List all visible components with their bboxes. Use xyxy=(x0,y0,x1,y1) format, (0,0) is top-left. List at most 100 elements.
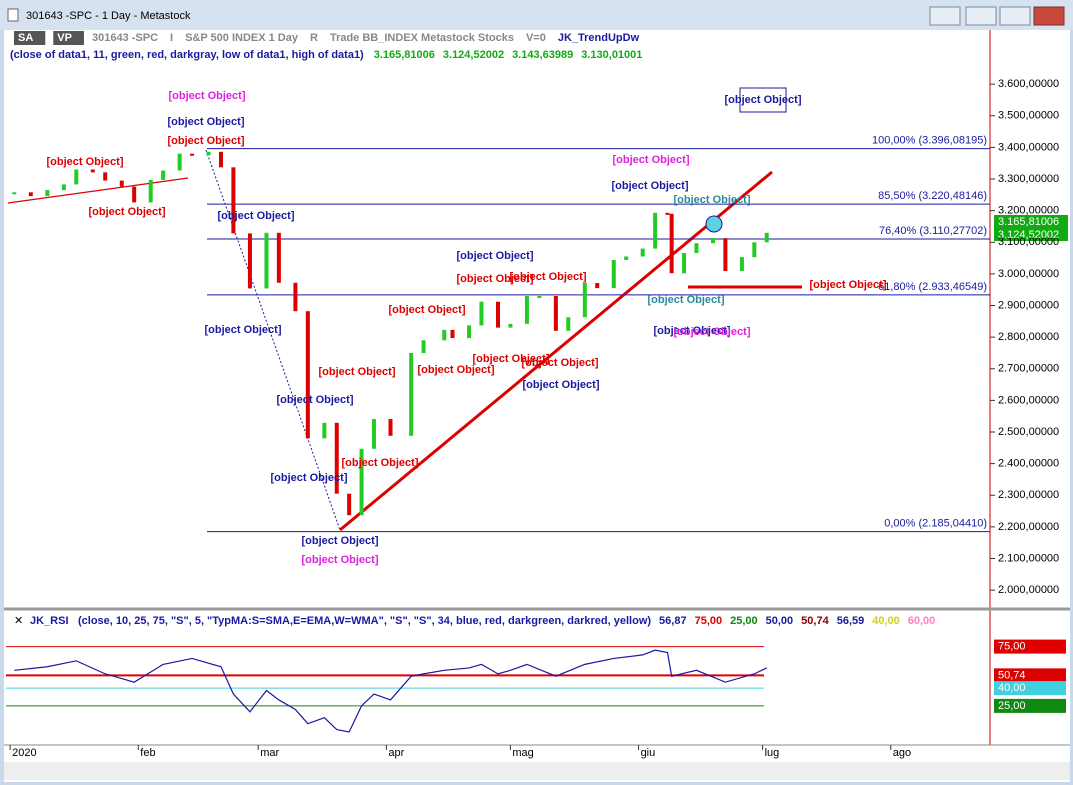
rsi-level-box xyxy=(994,668,1066,683)
rsi-header-value: 56,87 xyxy=(659,615,687,627)
candle xyxy=(566,317,571,331)
toolbar-item: SA xyxy=(18,32,33,44)
candle xyxy=(611,259,616,289)
candle xyxy=(739,257,744,272)
y-tick-label: 3.600,00000 xyxy=(998,78,1059,90)
wave-label: [object Object] xyxy=(673,194,750,206)
wave-label: [object Object] xyxy=(167,116,244,128)
candle xyxy=(752,242,757,258)
x-tick-label: mar xyxy=(260,747,279,759)
fib-label: 61,80% (2.933,46549) xyxy=(878,281,987,293)
wave-path xyxy=(205,149,341,531)
wave-label: [object Object] xyxy=(456,273,533,285)
wave-label: [object Object] xyxy=(46,156,123,168)
candle xyxy=(247,233,252,289)
wave-label: [object Object] xyxy=(647,294,724,306)
x-tick-label: apr xyxy=(388,747,404,759)
fib-label: 100,00% (3.396,08195) xyxy=(872,135,987,147)
rsi-params: (close, 10, 25, 75, "S", 5, "TypMA:S=SMA… xyxy=(78,615,651,627)
toolbar-button xyxy=(14,31,46,45)
wave-label: [object Object] xyxy=(301,554,378,566)
candle xyxy=(119,180,124,187)
y-tick-label: 2.700,00000 xyxy=(998,363,1059,375)
rsi-values: 56,87 75,00 25,00 50,00 50,74 56,59 40,00 60,00 xyxy=(659,615,935,627)
wave-label: [object Object] xyxy=(522,379,599,391)
rsi-level-label: 40,00 xyxy=(998,682,1026,694)
wave-label: [object Object] xyxy=(204,324,281,336)
maximize-button[interactable] xyxy=(999,6,1031,26)
y-tick-label: 3.200,00000 xyxy=(998,205,1059,217)
toolbar-item: S&P 500 INDEX 1 Day xyxy=(185,32,299,44)
price-label: 3.165,81006 xyxy=(998,216,1059,228)
toolbar-item: VP xyxy=(57,32,72,44)
candle xyxy=(12,192,17,195)
wave-label: [object Object] xyxy=(509,271,586,283)
candle xyxy=(90,169,95,173)
rsi-header-value: 25,00 xyxy=(730,615,758,627)
wave-label: [object Object] xyxy=(611,180,688,192)
y-tick-label: 2.300,00000 xyxy=(998,489,1059,501)
candle xyxy=(334,422,339,494)
candle xyxy=(665,212,670,215)
wave-label: [object Object] xyxy=(724,94,801,106)
candle xyxy=(595,283,600,289)
channel-line xyxy=(7,177,189,204)
rsi-header-value: 50,00 xyxy=(766,615,794,627)
toolbar-item: R xyxy=(310,32,318,44)
candle xyxy=(161,170,166,180)
y-tick-label: 2.000,00000 xyxy=(998,584,1059,596)
wave-label: [object Object] xyxy=(417,364,494,376)
wave-label: [object Object] xyxy=(318,366,395,378)
indicator-value: 3.165,81006 xyxy=(374,49,435,61)
candle xyxy=(359,448,364,516)
candle xyxy=(293,282,298,312)
fib-label: 76,40% (3.110,27702) xyxy=(879,225,987,237)
candle xyxy=(74,169,79,185)
scrollbar[interactable] xyxy=(4,762,1070,780)
y-tick-label: 2.900,00000 xyxy=(998,299,1059,311)
rsi-header-value: 40,00 xyxy=(872,615,900,627)
indicator-params: (close of data1, 11, green, red, darkgra… xyxy=(10,49,364,61)
wave-label: [object Object] xyxy=(673,326,750,338)
window-icon xyxy=(7,8,19,22)
rsi-level-box xyxy=(994,698,1066,713)
wave-label: [object Object] xyxy=(653,325,730,337)
y-tick-label: 3.000,00000 xyxy=(998,268,1059,280)
rsi-icon[interactable]: ✕ xyxy=(14,615,23,627)
y-tick-label: 2.100,00000 xyxy=(998,552,1059,564)
rsi-header-value: 75,00 xyxy=(695,615,723,627)
rsi-title: JK_RSI xyxy=(30,615,69,627)
indicator-value: 3.130,01001 xyxy=(581,49,642,61)
wave-label: [object Object] xyxy=(809,279,886,291)
indicator-value: 3.143,63989 xyxy=(512,49,573,61)
candle xyxy=(148,179,153,203)
indicator-value: 3.124,52002 xyxy=(443,49,504,61)
candle xyxy=(640,248,645,257)
indicator-values: 3.165,81006 3.124,52002 3.143,63989 3.130,0… xyxy=(374,49,643,61)
x-tick-label: mag xyxy=(512,747,533,759)
y-tick-label: 2.800,00000 xyxy=(998,331,1059,343)
rsi-header-value: 50,74 xyxy=(801,615,829,627)
candle xyxy=(450,329,455,339)
wave-label: [object Object] xyxy=(88,206,165,218)
candle xyxy=(653,212,658,249)
price-box xyxy=(994,215,1068,241)
rsi-line xyxy=(14,649,767,733)
fib-label: 0,00% (2.185,04410) xyxy=(884,518,987,530)
y-tick-label: 3.500,00000 xyxy=(998,110,1059,122)
minimize-button[interactable] xyxy=(965,6,997,26)
x-tick-label: lug xyxy=(765,747,780,759)
candle xyxy=(421,340,426,353)
toolbar-item: Trade BB_INDEX Metastock Stocks xyxy=(330,32,514,44)
candle xyxy=(710,238,715,244)
candle xyxy=(479,301,484,326)
toolbar-item: 301643 -SPC xyxy=(92,32,158,44)
close-button[interactable] xyxy=(1033,6,1065,26)
toolbar-item: I xyxy=(170,32,173,44)
wave-label: [object Object] xyxy=(612,154,689,166)
rsi-level-label: 25,00 xyxy=(998,700,1026,712)
candle xyxy=(508,323,513,328)
y-tick-label: 2.600,00000 xyxy=(998,394,1059,406)
restore-button[interactable] xyxy=(929,6,961,26)
